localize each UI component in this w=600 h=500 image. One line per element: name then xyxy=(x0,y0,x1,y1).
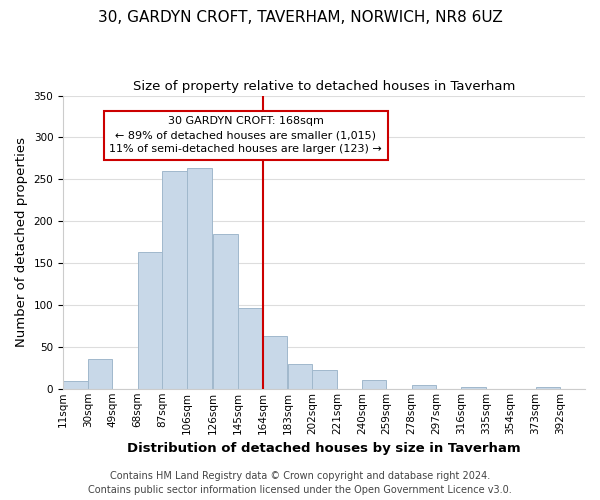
Bar xyxy=(263,336,287,389)
Bar xyxy=(313,370,337,389)
Bar xyxy=(461,387,485,389)
Bar xyxy=(88,360,112,389)
Bar xyxy=(362,380,386,389)
X-axis label: Distribution of detached houses by size in Taverham: Distribution of detached houses by size … xyxy=(127,442,521,455)
Bar xyxy=(238,308,262,389)
Bar xyxy=(63,381,88,389)
Text: 30, GARDYN CROFT, TAVERHAM, NORWICH, NR8 6UZ: 30, GARDYN CROFT, TAVERHAM, NORWICH, NR8… xyxy=(98,10,502,25)
Y-axis label: Number of detached properties: Number of detached properties xyxy=(15,137,28,347)
Bar xyxy=(536,387,560,389)
Bar xyxy=(187,168,212,389)
Bar xyxy=(287,364,312,389)
Bar xyxy=(412,384,436,389)
Text: Contains HM Land Registry data © Crown copyright and database right 2024.
Contai: Contains HM Land Registry data © Crown c… xyxy=(88,471,512,495)
Title: Size of property relative to detached houses in Taverham: Size of property relative to detached ho… xyxy=(133,80,515,93)
Bar xyxy=(163,171,187,389)
Bar xyxy=(137,252,162,389)
Bar xyxy=(213,234,238,389)
Text: 30 GARDYN CROFT: 168sqm
← 89% of detached houses are smaller (1,015)
11% of semi: 30 GARDYN CROFT: 168sqm ← 89% of detache… xyxy=(109,116,382,154)
